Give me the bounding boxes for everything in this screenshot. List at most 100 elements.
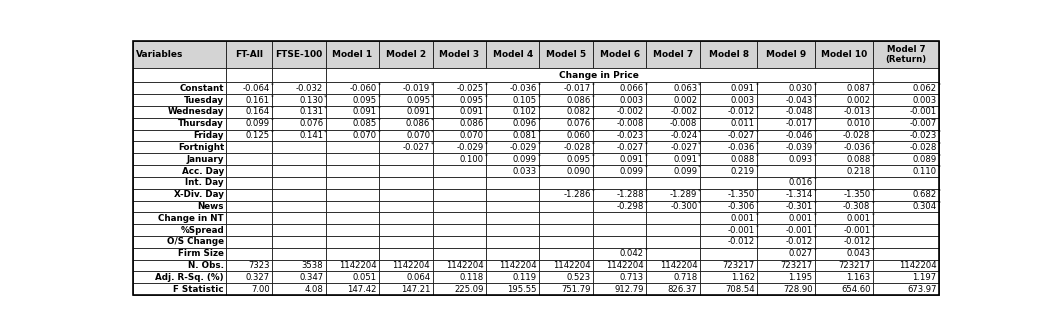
Bar xyxy=(227,212,272,224)
Text: 0.713: 0.713 xyxy=(620,273,644,282)
Bar xyxy=(325,165,379,177)
Bar xyxy=(593,142,646,153)
Text: Model 10: Model 10 xyxy=(821,50,867,59)
Text: *: * xyxy=(937,153,940,158)
Bar xyxy=(815,248,872,260)
Text: 0.118: 0.118 xyxy=(459,273,483,282)
Bar xyxy=(593,177,646,189)
Bar xyxy=(486,153,540,165)
Text: *: * xyxy=(591,141,594,146)
Text: *: * xyxy=(484,141,487,146)
Text: *: * xyxy=(324,106,327,111)
Bar xyxy=(593,130,646,142)
Bar xyxy=(540,200,593,212)
Bar xyxy=(757,283,815,295)
Bar xyxy=(757,212,815,224)
Text: *: * xyxy=(871,248,874,253)
Bar xyxy=(815,283,872,295)
Bar xyxy=(379,224,433,236)
Bar xyxy=(700,200,757,212)
Text: (Return): (Return) xyxy=(885,55,927,64)
Bar xyxy=(757,106,815,118)
Text: 0.110: 0.110 xyxy=(912,166,936,175)
Bar xyxy=(486,200,540,212)
Text: *: * xyxy=(378,130,381,135)
Text: 0.082: 0.082 xyxy=(566,108,591,117)
Text: 0.095: 0.095 xyxy=(353,96,377,105)
Bar xyxy=(815,165,872,177)
Text: *: * xyxy=(699,153,701,158)
Bar xyxy=(757,248,815,260)
Bar xyxy=(272,177,325,189)
Text: 0.002: 0.002 xyxy=(846,96,870,105)
Text: 0.081: 0.081 xyxy=(513,131,537,140)
Text: 0.091: 0.091 xyxy=(674,155,698,164)
Text: 1142204: 1142204 xyxy=(553,261,591,270)
Text: *: * xyxy=(871,236,874,241)
Bar xyxy=(540,41,593,68)
Text: *: * xyxy=(814,141,817,146)
Bar xyxy=(379,41,433,68)
Text: *: * xyxy=(756,224,758,229)
Text: *: * xyxy=(484,130,487,135)
Text: *: * xyxy=(645,82,647,87)
Bar xyxy=(227,165,272,177)
Bar xyxy=(872,260,939,271)
Text: *: * xyxy=(699,130,701,135)
Bar xyxy=(815,142,872,153)
Text: 0.091: 0.091 xyxy=(731,84,755,93)
Bar xyxy=(379,142,433,153)
Text: 0.088: 0.088 xyxy=(731,155,755,164)
Text: *: * xyxy=(645,188,647,193)
Text: 0.091: 0.091 xyxy=(459,108,483,117)
Text: *: * xyxy=(814,200,817,205)
Text: -0.008: -0.008 xyxy=(616,119,644,128)
Bar xyxy=(486,118,540,130)
Bar xyxy=(325,248,379,260)
Bar xyxy=(757,41,815,68)
Bar xyxy=(379,200,433,212)
Text: *: * xyxy=(937,200,940,205)
Text: *: * xyxy=(699,200,701,205)
Text: 0.093: 0.093 xyxy=(789,155,813,164)
Bar xyxy=(646,236,700,248)
Text: -0.023: -0.023 xyxy=(909,131,936,140)
Bar xyxy=(815,212,872,224)
Text: 0.003: 0.003 xyxy=(912,96,936,105)
Bar xyxy=(379,165,433,177)
Text: -0.306: -0.306 xyxy=(728,202,755,211)
Bar xyxy=(325,94,379,106)
Text: *: * xyxy=(484,106,487,111)
Text: *: * xyxy=(271,94,274,99)
Bar xyxy=(325,260,379,271)
Text: -0.029: -0.029 xyxy=(456,143,483,152)
Text: -0.036: -0.036 xyxy=(843,143,870,152)
Bar xyxy=(700,94,757,106)
Text: -0.019: -0.019 xyxy=(403,84,430,93)
Text: *: * xyxy=(591,94,594,99)
Bar xyxy=(815,260,872,271)
Text: 0.001: 0.001 xyxy=(731,214,755,223)
Text: 0.027: 0.027 xyxy=(789,249,813,258)
Bar xyxy=(272,200,325,212)
Text: 0.091: 0.091 xyxy=(353,108,377,117)
Bar xyxy=(133,153,227,165)
Bar xyxy=(227,248,272,260)
Text: 0.105: 0.105 xyxy=(513,96,537,105)
Text: *: * xyxy=(431,106,434,111)
Bar xyxy=(540,248,593,260)
Text: *: * xyxy=(378,82,381,87)
Text: -0.048: -0.048 xyxy=(786,108,813,117)
Bar xyxy=(757,189,815,200)
Text: 0.087: 0.087 xyxy=(846,84,870,93)
Text: 0.001: 0.001 xyxy=(789,214,813,223)
Bar xyxy=(815,200,872,212)
Bar xyxy=(325,68,872,82)
Text: *: * xyxy=(431,82,434,87)
Text: *: * xyxy=(756,188,758,193)
Text: 0.718: 0.718 xyxy=(673,273,698,282)
Bar xyxy=(540,283,593,295)
Text: Fortnight: Fortnight xyxy=(178,143,224,152)
Bar xyxy=(227,68,272,82)
Bar xyxy=(272,68,325,82)
